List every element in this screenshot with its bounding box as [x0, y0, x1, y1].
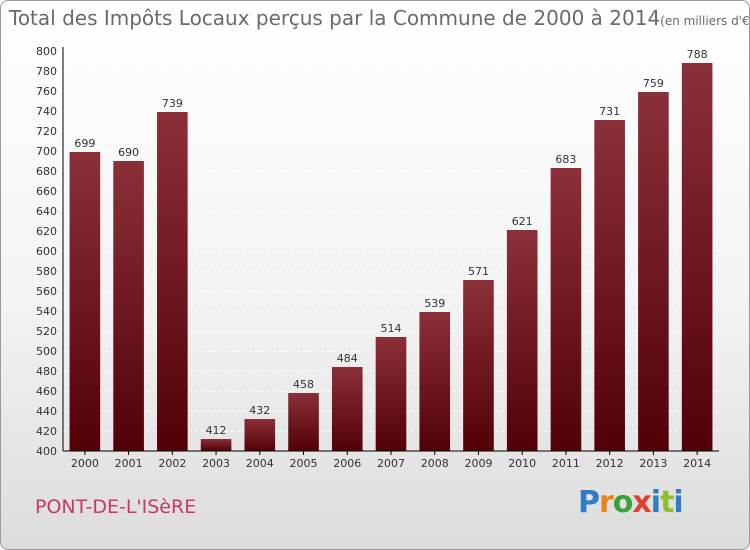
y-tick-labels: 400 420 440 460 480 500 520 540 560 580 600 620 640 6… — [36, 45, 57, 458]
x-tick-label: 2010 — [508, 457, 536, 470]
x-tick-label: 2001 — [115, 457, 143, 470]
data-label: 788 — [687, 48, 708, 61]
y-tick-label: 780 — [36, 65, 57, 78]
y-tick-label: 520 — [36, 325, 57, 338]
y-tick-label: 540 — [36, 305, 57, 318]
x-tick-label: 2011 — [552, 457, 580, 470]
x-tick-label: 2003 — [202, 457, 230, 470]
y-tick-label: 440 — [36, 405, 57, 418]
proxiti-logo: Proxiti — [578, 485, 684, 520]
bar — [288, 393, 319, 451]
chart-title-text: Total des Impôts Locaux perçus par la Co… — [9, 6, 661, 30]
y-tick-label: 560 — [36, 285, 57, 298]
x-tick-label: 2013 — [639, 457, 667, 470]
chart-unit: (en milliers d'€) — [660, 14, 750, 28]
x-tick-label: 2007 — [377, 457, 405, 470]
logo-letter: x — [632, 485, 651, 520]
logo-letter: r — [599, 485, 614, 520]
data-label: 571 — [468, 265, 489, 278]
bar — [681, 63, 713, 451]
y-tick-label: 460 — [36, 385, 57, 398]
data-label: 690 — [118, 146, 139, 159]
bar — [419, 312, 451, 451]
y-tick-label: 620 — [36, 225, 57, 238]
data-label: 621 — [512, 215, 533, 228]
data-label: 759 — [643, 77, 664, 90]
x-tick-label: 2014 — [683, 457, 711, 470]
bar — [506, 230, 538, 451]
data-label: 412 — [206, 424, 227, 437]
x-tick-label: 2012 — [596, 457, 624, 470]
y-tick-label: 400 — [36, 445, 57, 458]
bar — [69, 152, 101, 451]
x-tick-label: 2002 — [158, 457, 186, 470]
data-label: 739 — [162, 97, 183, 110]
data-label: 458 — [293, 378, 314, 391]
x-tick-label: 2008 — [421, 457, 449, 470]
bar — [244, 419, 276, 451]
bar — [113, 161, 144, 451]
bar — [375, 337, 407, 451]
y-tick-label: 660 — [36, 185, 57, 198]
bar — [157, 112, 188, 451]
data-label: 514 — [381, 322, 402, 335]
data-label: 484 — [337, 352, 358, 365]
y-tick-label: 640 — [36, 205, 57, 218]
bar — [331, 367, 363, 451]
x-tick-label: 2006 — [333, 457, 361, 470]
y-tick-label: 500 — [36, 345, 57, 358]
y-tick-label: 580 — [36, 265, 57, 278]
x-tick-labels: 2000 2001 2002 2003 2004 2005 2006 2007 2008 2009… — [71, 451, 711, 470]
x-tick-label: 2004 — [246, 457, 274, 470]
x-tick-label: 2000 — [71, 457, 99, 470]
data-labels: 699 690 739 412 432 458 484 514 539 571 621 683 731 7… — [74, 48, 707, 437]
logo-letter: t — [660, 485, 674, 520]
y-tick-label: 600 — [36, 245, 57, 258]
commune-name: PONT-DE-L'ISèRE — [35, 496, 197, 518]
bar — [463, 280, 494, 451]
data-label: 432 — [249, 404, 270, 417]
data-label: 539 — [424, 297, 445, 310]
y-tick-label: 720 — [36, 125, 57, 138]
bar — [638, 92, 669, 451]
bars — [69, 63, 713, 451]
data-label: 699 — [74, 137, 95, 150]
x-tick-label: 2005 — [290, 457, 318, 470]
logo-letter: P — [578, 485, 600, 520]
bar — [200, 439, 232, 451]
y-tick-label: 800 — [36, 45, 57, 58]
y-tick-label: 700 — [36, 145, 57, 158]
y-tick-label: 480 — [36, 365, 57, 378]
logo-letter: i — [673, 485, 683, 520]
y-tick-label: 740 — [36, 105, 57, 118]
y-tick-label: 680 — [36, 165, 57, 178]
logo-letter: i — [650, 485, 661, 520]
x-tick-label: 2009 — [464, 457, 492, 470]
chart-title: Total des Impôts Locaux perçus par la Co… — [9, 6, 750, 30]
y-tick-label: 420 — [36, 425, 57, 438]
bar — [550, 168, 582, 451]
logo-letter: o — [612, 485, 634, 520]
data-label: 683 — [555, 153, 576, 166]
data-label: 731 — [599, 105, 620, 118]
y-tick-label: 760 — [36, 85, 57, 98]
bar — [594, 120, 625, 451]
